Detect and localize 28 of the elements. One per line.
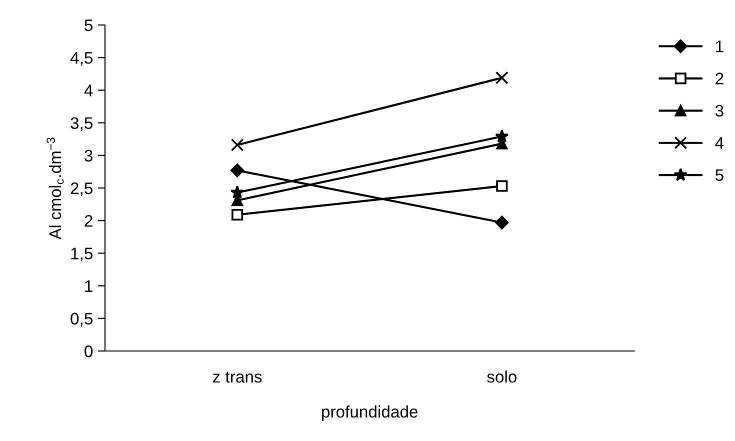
point [495, 71, 508, 84]
y-tick-label: 0 [84, 345, 93, 358]
y-tick-label: 4,5 [70, 52, 92, 66]
legend-label: 3 [715, 104, 724, 117]
y-axis-title: Al cmol$_{c}$.dm$^{−3}$ [46, 138, 64, 240]
y-tick-label: 1 [85, 280, 92, 292]
y-tick-label: 2,5 [70, 182, 92, 196]
y-tick-label: 4 [84, 84, 93, 96]
x-tick-label: z trans [212, 372, 262, 383]
y-tick-label: 2 [84, 215, 92, 227]
y-tick-label: 3,5 [70, 117, 92, 131]
y-tick-label: 0,5 [70, 312, 92, 327]
x-tick-label: solo [487, 370, 516, 383]
y-tick-label: 1,5 [71, 248, 92, 262]
legend-label: 5 [715, 169, 724, 182]
point [230, 138, 244, 152]
point [232, 208, 244, 220]
y-tick-label: 3 [84, 150, 92, 162]
point [230, 185, 244, 199]
point [495, 216, 509, 230]
legend-label: 4 [715, 137, 724, 149]
legend-label: 2 [716, 72, 724, 84]
x-axis-title: profundidade [322, 405, 418, 421]
point [496, 180, 508, 192]
y-tick-label: 5 [84, 20, 92, 32]
point [230, 164, 244, 178]
point [495, 129, 509, 142]
legend-label: 1 [716, 40, 724, 52]
